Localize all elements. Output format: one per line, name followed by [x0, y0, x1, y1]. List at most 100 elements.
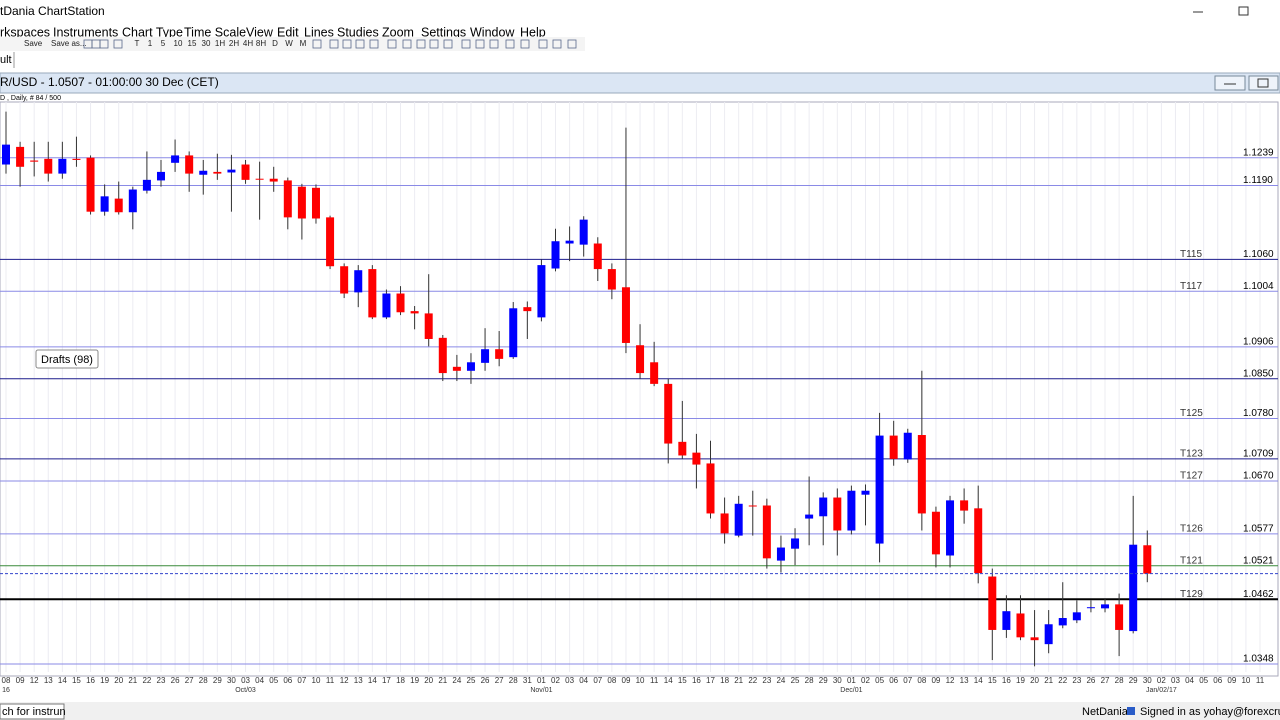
toolbar-icon[interactable]	[567, 39, 577, 49]
menu-item[interactable]: Studies	[337, 25, 379, 39]
menu-item[interactable]: Window	[470, 25, 515, 39]
toolbar-button[interactable]: 4H	[243, 39, 253, 48]
toolbar-icon[interactable]	[520, 39, 530, 49]
level-tag: T126	[1180, 524, 1203, 535]
level-label: 1.0780	[1243, 408, 1274, 419]
x-tick-label: 05	[269, 676, 278, 685]
toolbar-button[interactable]: 2H	[229, 39, 239, 48]
candle-body	[875, 435, 884, 544]
candle-body	[1072, 612, 1081, 621]
toolbar-icon[interactable]	[505, 39, 515, 49]
x-tick-label: 04	[255, 676, 264, 685]
menu-item[interactable]: Time Scale	[184, 25, 246, 39]
candle-body	[960, 500, 969, 511]
candle-body	[988, 576, 997, 630]
toolbar-button[interactable]: D	[272, 39, 278, 48]
menu-item[interactable]: Edit	[277, 25, 299, 39]
toolbar-icon[interactable]	[416, 39, 426, 49]
level-label: 1.1190	[1243, 175, 1273, 186]
toolbar-icon[interactable]	[443, 39, 453, 49]
toolbar-button[interactable]: Save as...	[51, 39, 87, 48]
menu-item[interactable]: Settings	[421, 25, 466, 39]
toolbar-button[interactable]: 10	[174, 39, 183, 48]
toolbar-button[interactable]: M	[300, 39, 307, 48]
toolbar-icon[interactable]	[99, 39, 109, 49]
candle-body	[213, 171, 222, 174]
toolbar-icon[interactable]	[369, 39, 379, 49]
toolbar-icon[interactable]	[475, 39, 485, 49]
x-tick-label: 15	[988, 676, 997, 685]
x-tick-label: 01	[847, 676, 856, 685]
x-tick-label: 18	[720, 676, 729, 685]
x-tick-label: 27	[495, 676, 504, 685]
x-tick-label: 13	[44, 676, 53, 685]
drafts-box[interactable]	[35, 349, 99, 369]
toolbar-button[interactable]: 8H	[256, 39, 266, 48]
candle-body	[311, 187, 320, 219]
maximize-chart[interactable]	[1248, 75, 1279, 91]
menu-item[interactable]: Lines	[304, 25, 334, 39]
toolbar-button[interactable]: Save	[24, 39, 43, 48]
x-tick-label: 18	[396, 676, 405, 685]
x-tick-label: 03	[565, 676, 574, 685]
menu-item[interactable]: Zoom	[382, 25, 414, 39]
toolbar-button[interactable]: 1H	[215, 39, 225, 48]
drafts-label[interactable]: Drafts (98)	[41, 354, 93, 366]
candle-body	[100, 196, 109, 212]
menu-item[interactable]: Instruments	[53, 25, 118, 39]
toolbar-button[interactable]: 1	[148, 39, 153, 48]
window-title: tDania ChartStation	[0, 4, 105, 18]
x-tick-label: 19	[410, 676, 419, 685]
x-tick-label: 10	[1241, 676, 1250, 685]
x-tick-label: 26	[171, 676, 180, 685]
toolbar-button[interactable]: 5	[161, 39, 166, 48]
minimize-chart[interactable]	[1214, 75, 1246, 91]
x-tick-label: 23	[762, 676, 771, 685]
level-label: 1.0348	[1243, 654, 1274, 665]
x-tick-label: 28	[509, 676, 518, 685]
x-tick-label: 23	[1072, 676, 1081, 685]
x-tick-label: 12	[340, 676, 349, 685]
level-tag: T117	[1180, 281, 1202, 292]
toolbar-icon[interactable]	[312, 39, 322, 49]
toolbar-icon[interactable]	[342, 39, 352, 49]
x-tick-label: 22	[748, 676, 757, 685]
toolbar-icon[interactable]	[538, 39, 548, 49]
candle-body	[283, 180, 292, 218]
tab[interactable]: ult	[0, 54, 12, 66]
toolbar-icon[interactable]	[329, 39, 339, 49]
signed-in: Signed in as yohay@forexcrun	[1140, 706, 1280, 718]
menu-item[interactable]: rkspaces	[0, 25, 50, 39]
candle-body	[1129, 544, 1138, 632]
candle-body	[1058, 618, 1067, 626]
toolbar-button[interactable]: T	[135, 39, 140, 48]
menu-item[interactable]: Chart Type	[122, 25, 183, 39]
x-tick-label: 16	[86, 676, 95, 685]
toolbar-icon[interactable]	[429, 39, 439, 49]
candle-body	[903, 432, 912, 460]
search-box[interactable]	[0, 703, 65, 720]
brand: NetDania	[1082, 706, 1129, 718]
toolbar-icon[interactable]	[489, 39, 499, 49]
x-tick-label: 15	[72, 676, 81, 685]
x-tick-label: 03	[1171, 676, 1180, 685]
toolbar-icon[interactable]	[461, 39, 471, 49]
toolbar-icon[interactable]	[402, 39, 412, 49]
menu-item[interactable]: View	[246, 25, 274, 39]
toolbar-icon[interactable]	[552, 39, 562, 49]
toolbar-button[interactable]: W	[285, 39, 293, 48]
toolbar-button[interactable]: 15	[188, 39, 197, 48]
candle-body	[819, 497, 828, 517]
candle-body	[481, 349, 490, 363]
menu-item[interactable]: Help	[520, 25, 546, 39]
toolbar-icon[interactable]	[355, 39, 365, 49]
chart-title: R/USD - 1.0507 - 01:00:00 30 Dec (CET)	[0, 75, 219, 89]
restore-button[interactable]	[1238, 6, 1249, 16]
toolbar-icon[interactable]	[387, 39, 397, 49]
x-sublabel: Dec/01	[840, 687, 862, 694]
toolbar-button[interactable]: 30	[202, 39, 211, 48]
candle-body	[593, 243, 602, 270]
x-tick-label: 20	[114, 676, 123, 685]
x-tick-label: 06	[1213, 676, 1222, 685]
toolbar-icon[interactable]	[113, 39, 123, 49]
